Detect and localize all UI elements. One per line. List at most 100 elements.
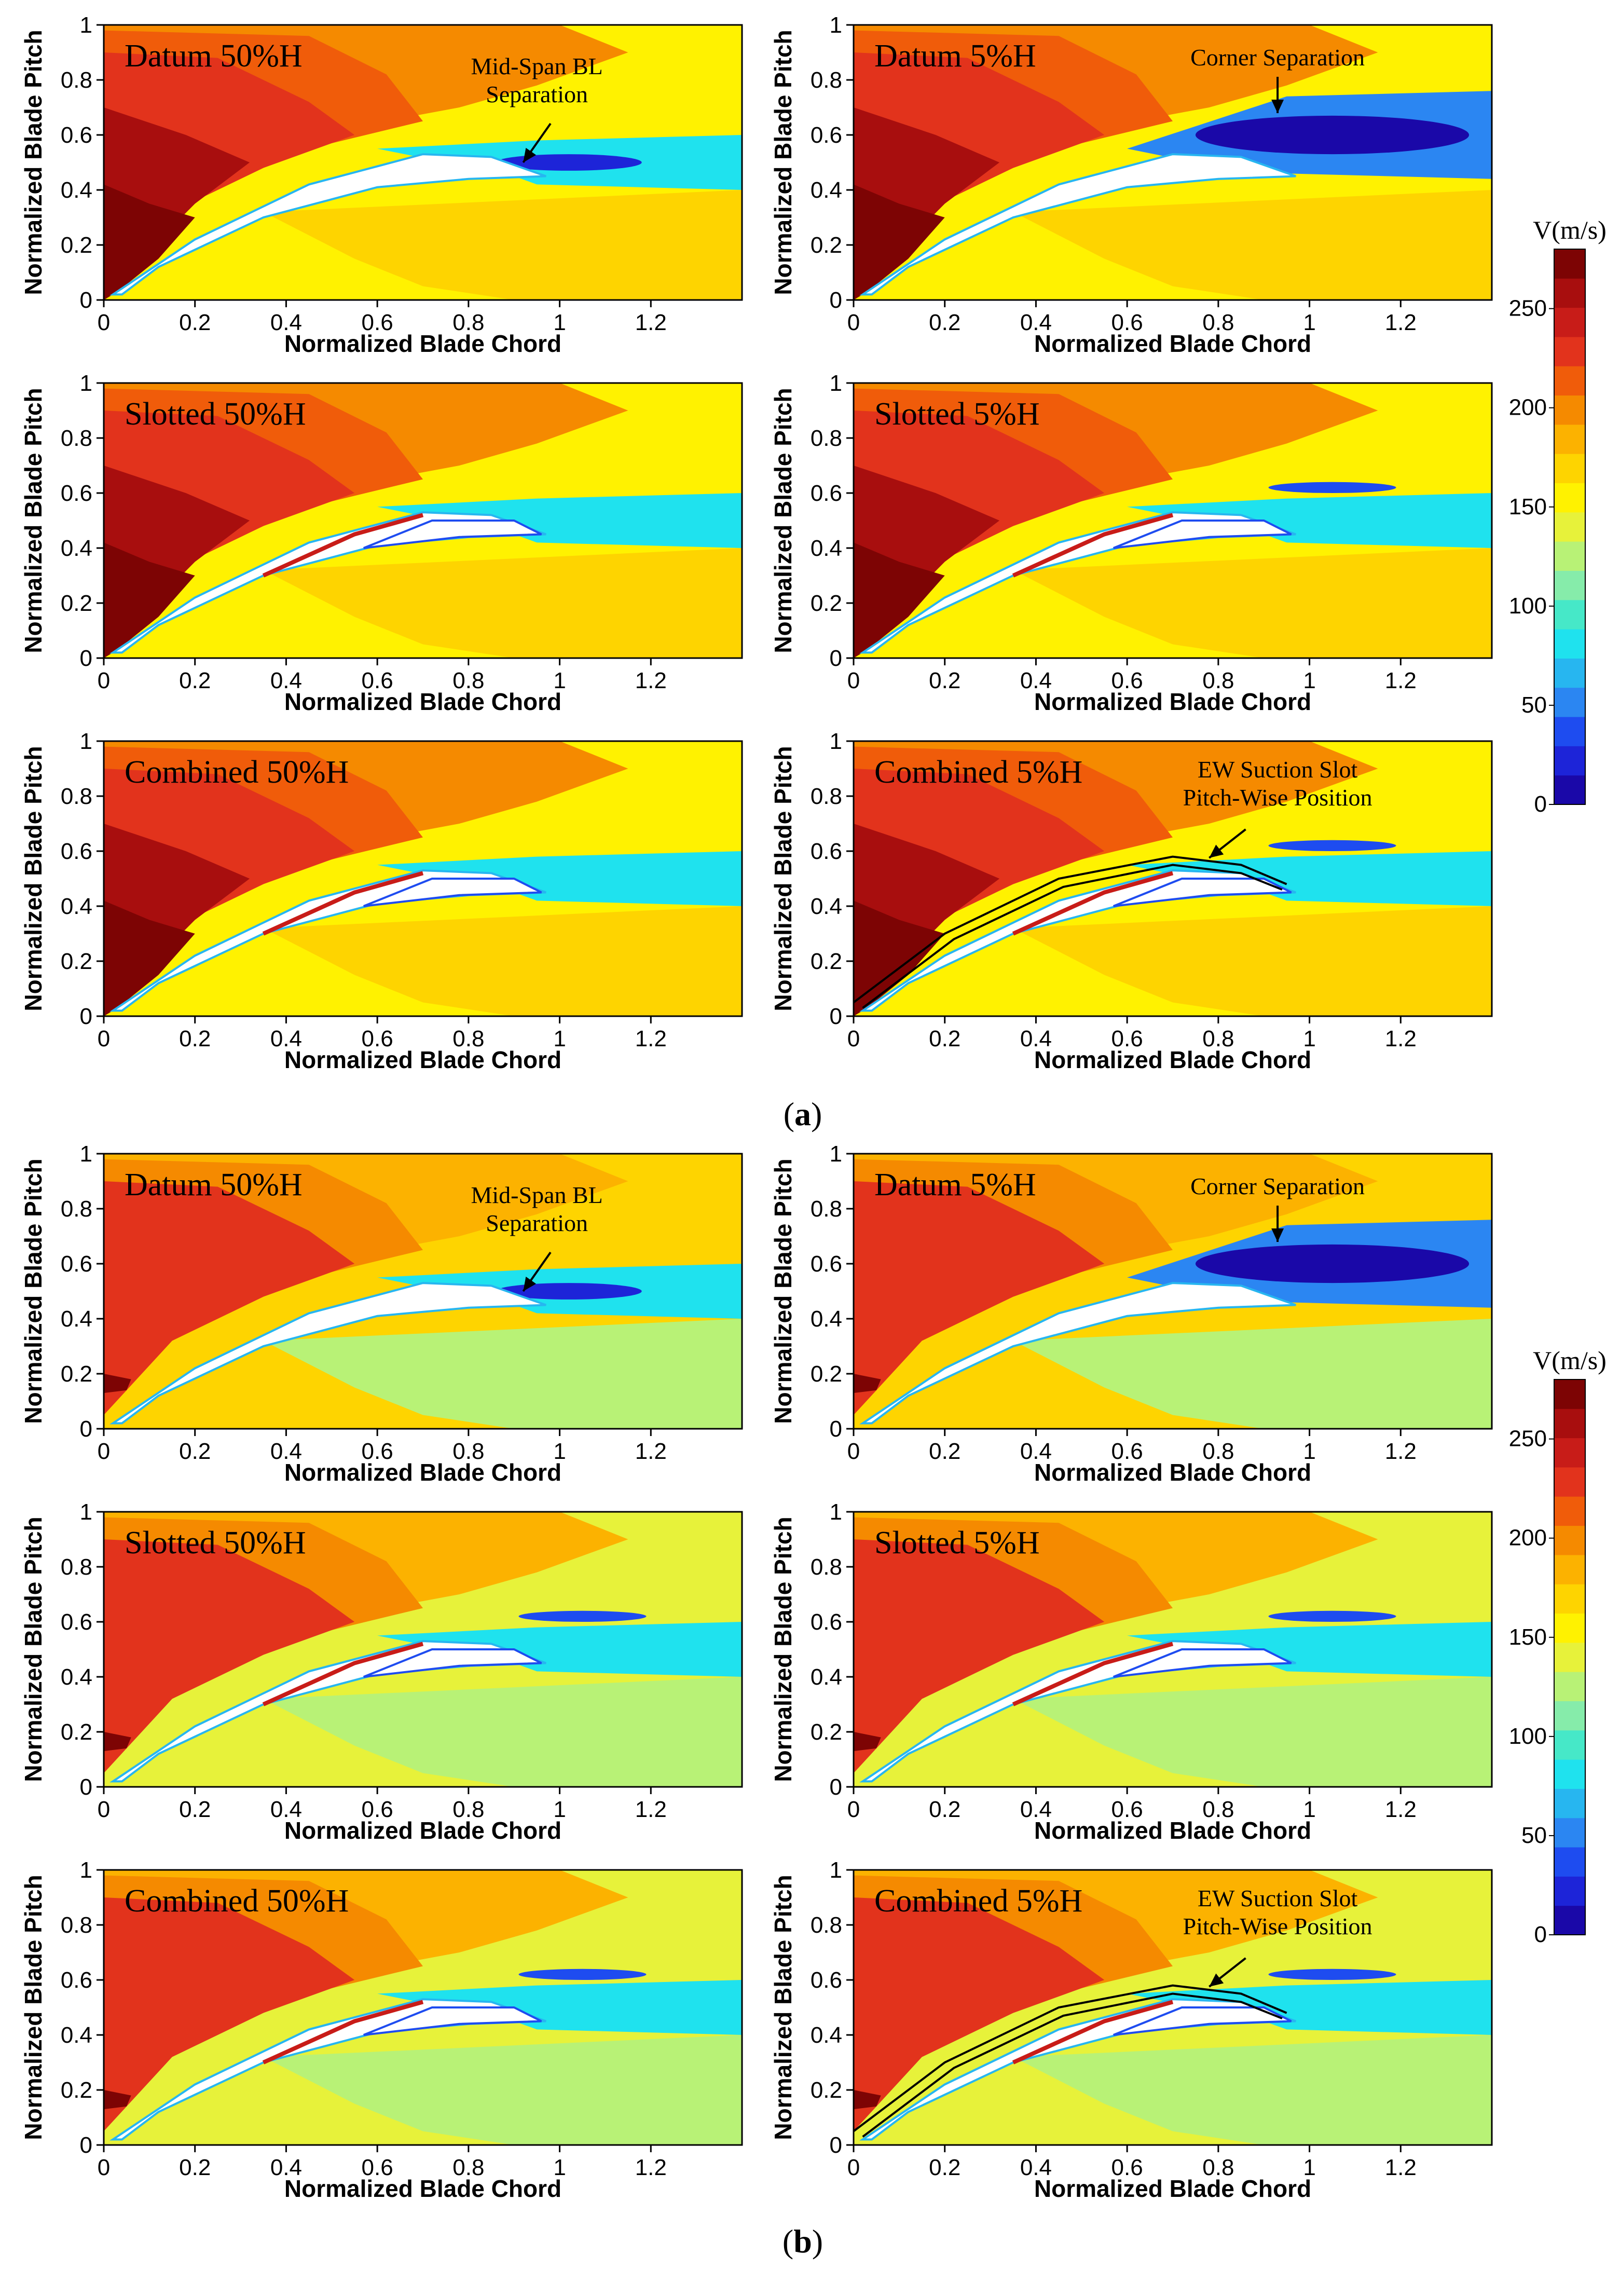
colorbar-swatch xyxy=(1554,1730,1585,1760)
y-tick-label: 0.2 xyxy=(811,233,842,258)
panel-title: Slotted 50%H xyxy=(125,1525,306,1561)
rear-blade-element xyxy=(1113,2006,1292,2036)
plot-frame xyxy=(103,740,743,1017)
x-tick-label: 0.8 xyxy=(1202,668,1234,693)
x-axis-label: Normalized Blade Chord xyxy=(284,1459,561,1486)
contour-panel: 0 0.2 0.4 0.6 0.8 1 1.200.20.40.60.81Normalize… xyxy=(770,1857,1493,2202)
x-tick-label: 1.2 xyxy=(1385,1026,1417,1051)
x-tick-label: 1 xyxy=(1303,310,1315,335)
y-tick-label: 1 xyxy=(830,371,842,396)
x-tick-label: 0.8 xyxy=(452,1026,484,1051)
plot-frame xyxy=(103,1869,743,2146)
wake-core xyxy=(518,1610,647,1622)
colorbar-swatch xyxy=(1554,746,1585,776)
y-axis-label: Normalized Blade Pitch xyxy=(20,30,47,295)
y-tick-label: 0.8 xyxy=(61,784,92,809)
x-tick-label: 0.6 xyxy=(1111,310,1143,335)
x-tick-label: 0.4 xyxy=(270,310,302,335)
y-tick-label: 0.8 xyxy=(811,1554,842,1580)
colorbar-frame xyxy=(1554,1379,1586,1935)
plot-frame xyxy=(853,1511,1493,1788)
x-tick-label: 0.2 xyxy=(929,1439,960,1464)
y-tick-label: 0 xyxy=(80,288,92,313)
x-tick-label: 1 xyxy=(1303,2155,1315,2180)
field-band-lower xyxy=(1013,1319,1492,1429)
colorbar-swatch xyxy=(1554,1701,1585,1731)
endwall-slot-outline xyxy=(853,855,1287,1004)
y-tick-label: 0.2 xyxy=(811,591,842,616)
field-band-peak xyxy=(854,184,945,300)
x-tick-label: 0.8 xyxy=(452,1439,484,1464)
field-band-lower xyxy=(1013,1677,1492,1787)
y-tick-label: 0.2 xyxy=(811,949,842,974)
x-tick-label: 1 xyxy=(1303,1026,1315,1051)
y-axis-label: Normalized Blade Pitch xyxy=(770,1516,797,1782)
y-tick-label: 0.4 xyxy=(811,177,842,203)
y-tick-label: 0.6 xyxy=(811,122,842,148)
x-tick-label: 0.4 xyxy=(270,2155,302,2180)
y-tick-label: 0.4 xyxy=(61,177,92,203)
y-tick-label: 1 xyxy=(80,371,92,396)
panel-title: Datum 50%H xyxy=(125,38,303,74)
rear-blade-element xyxy=(1113,520,1292,549)
y-tick-label: 0.2 xyxy=(811,1719,842,1745)
colorbar-swatch xyxy=(1554,483,1585,513)
y-tick-label: 0.6 xyxy=(61,839,92,864)
field-wake xyxy=(377,1622,742,1677)
field-band-lower xyxy=(263,548,742,658)
y-tick-label: 0.8 xyxy=(811,426,842,451)
field-band-lower xyxy=(263,190,742,300)
x-tick-label: 0.4 xyxy=(1020,1439,1052,1464)
x-tick-label: 0.2 xyxy=(179,2155,211,2180)
colorbar-swatch xyxy=(1554,1467,1585,1497)
rear-blade-element xyxy=(363,520,542,549)
colorbar-tick-label: 150 xyxy=(1509,494,1547,520)
y-tick-label: 0.8 xyxy=(811,67,842,93)
colorbar-tick-label: 50 xyxy=(1521,1823,1547,1848)
field-band-inner xyxy=(104,1181,355,1415)
x-tick-label: 0 xyxy=(98,1026,110,1051)
x-tick-label: 0.4 xyxy=(270,1439,302,1464)
colorbar-swatch xyxy=(1554,1672,1585,1701)
field-band-lower xyxy=(263,906,742,1016)
x-tick-label: 0.2 xyxy=(179,1797,211,1822)
x-tick-label: 0.6 xyxy=(362,1797,393,1822)
blade-profile xyxy=(859,153,1296,296)
x-tick-label: 1.2 xyxy=(1385,1797,1417,1822)
annotation-arrowhead xyxy=(1271,100,1284,113)
y-tick-label: 0.8 xyxy=(61,1554,92,1580)
contour-panel: 0 0.2 0.4 0.6 0.8 1 1.200.20.40.60.81Normalize… xyxy=(20,12,743,357)
y-tick-label: 0.4 xyxy=(61,894,92,919)
blade-profile xyxy=(859,1282,1296,1425)
field-band-lower xyxy=(1013,2035,1492,2145)
colorbar-tick-label: 100 xyxy=(1509,1724,1547,1749)
colorbar-title: V(m/s) xyxy=(1533,215,1606,244)
field-band-inner xyxy=(104,1897,355,2131)
colorbar-tick-label: 0 xyxy=(1534,1922,1547,1947)
y-tick-label: 0.8 xyxy=(61,426,92,451)
field-wake xyxy=(377,493,742,548)
annotation-text: Corner Separation xyxy=(1190,44,1365,71)
x-tick-label: 0 xyxy=(98,1439,110,1464)
x-tick-label: 0 xyxy=(98,2155,110,2180)
colorbar-swatch xyxy=(1554,395,1585,425)
x-tick-label: 1.2 xyxy=(1385,1439,1417,1464)
plot-frame xyxy=(853,1869,1493,2146)
x-axis-label: Normalized Blade Chord xyxy=(284,1817,561,1844)
wake-core xyxy=(1268,1969,1396,1980)
y-axis-label: Normalized Blade Pitch xyxy=(770,1158,797,1424)
x-axis-label: Normalized Blade Chord xyxy=(1034,1817,1311,1844)
y-tick-label: 1 xyxy=(80,12,92,38)
colorbar-swatch xyxy=(1554,1409,1585,1439)
contour-panel: 0 0.2 0.4 0.6 0.8 1 1.200.20.40.60.81Normalize… xyxy=(20,729,743,1073)
y-tick-label: 0.4 xyxy=(61,1306,92,1332)
x-tick-label: 0.2 xyxy=(929,1797,960,1822)
field-band-peak xyxy=(104,184,195,300)
x-tick-label: 0.2 xyxy=(929,668,960,693)
captions-layer: (a)(b) xyxy=(783,1096,823,2260)
x-axis-label: Normalized Blade Chord xyxy=(284,688,561,715)
colorbar-swatch xyxy=(1554,1613,1585,1643)
field-band-peak xyxy=(854,1732,881,1752)
colorbar-swatch xyxy=(1554,775,1585,805)
